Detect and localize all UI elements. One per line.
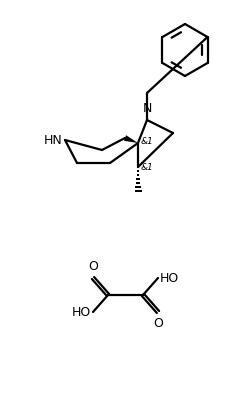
Text: O: O [153,317,163,330]
Text: &1: &1 [141,137,154,146]
Polygon shape [124,135,138,143]
Text: O: O [88,260,98,273]
Text: HO: HO [160,271,179,285]
Text: &1: &1 [141,164,154,172]
Text: HN: HN [43,133,62,146]
Text: HO: HO [72,306,91,318]
Text: N: N [142,102,152,115]
